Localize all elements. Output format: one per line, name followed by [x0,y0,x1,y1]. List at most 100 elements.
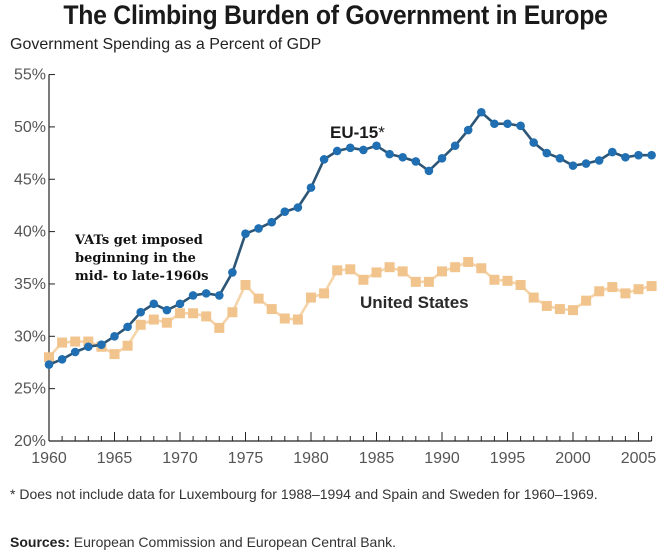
sources-text: European Commission and European Central… [69,534,396,550]
y-tick-label: 45% [14,171,46,188]
x-tick-label: 2005 [621,450,657,467]
eu-15-point [215,291,224,300]
united-states-point [489,274,500,285]
y-axis-ticks: 20% 25% 30% 35% 40% 45% 50% 55% [14,67,55,450]
united-states-point [83,336,94,347]
eu-15-point [241,229,250,238]
series-eu-15 [44,107,656,369]
x-tick-label: 2000 [555,450,591,467]
united-states-point [646,281,657,292]
united-states-point [502,275,513,286]
x-tick-label: 1975 [228,450,264,467]
eu-15-point [634,150,643,160]
eu-15-point [57,355,67,364]
y-tick-label: 25% [14,381,46,398]
united-states-point [371,267,382,278]
united-states-point [384,262,395,273]
x-tick-label: 1995 [490,450,526,467]
sources-label: Sources: [10,534,70,550]
united-states-point [620,288,631,299]
united-states-point [450,262,461,273]
x-axis-ticks: 1960 1965 1970 1975 1980 1985 1990 1995 2000 2005 [31,432,656,467]
united-states-point [306,292,316,303]
eu-15-point [477,107,486,117]
eu-15-point [332,146,342,156]
eu-15-point [162,305,172,315]
united-states-point [594,286,605,297]
united-states-point [135,319,146,330]
eu-15-point [398,152,408,162]
annotation-vat-line-2: beginning in the [75,251,196,266]
united-states-point [279,313,290,324]
united-states-point [358,274,369,285]
eu-15-point [44,360,54,369]
united-states-point [633,284,644,295]
united-states-point [188,308,199,319]
eu-15-point [437,154,447,163]
eu-15-point [647,150,656,160]
eu-15-point [319,155,329,164]
eu-15-point [555,154,565,163]
eu-15-point [424,166,434,176]
united-states-point [109,349,120,360]
united-states-point [528,292,539,303]
united-states-point [175,308,185,319]
united-states-point [476,263,487,274]
eu-15-point [542,148,552,158]
x-tick-label: 1970 [162,450,198,467]
x-tick-label: 1965 [97,450,133,467]
united-states-point [266,304,277,315]
eu-15-point [70,347,80,357]
united-states-point [332,265,343,276]
x-tick-label: 1980 [293,450,329,467]
eu-15-point [228,268,237,277]
eu-15-point [581,159,591,168]
eu-15-point [149,299,159,309]
eu-15-point [411,157,421,166]
footnote: * Does not include data for Luxembourg f… [10,486,598,502]
united-states-point [423,276,434,287]
eu-15-point [346,143,355,153]
sources: Sources: European Commission and Europea… [10,534,396,550]
annotation-vat-line-1: VATs get imposed [74,233,203,248]
eu-15-point [372,141,381,151]
eu-15-point [110,332,119,341]
y-tick-label: 50% [14,119,46,136]
eu-15-point [608,147,617,157]
eu-15-point [188,291,198,300]
united-states-point [581,295,592,306]
united-states-point [554,304,565,315]
united-states-point [397,266,408,277]
eu-15-point [463,125,473,135]
y-tick-label: 20% [14,433,46,450]
x-tick-label: 1990 [424,450,460,467]
eu-15-point [306,183,316,192]
eu-15-point [450,141,460,151]
y-tick-label: 40% [14,224,46,241]
united-states-point [70,336,81,347]
eu-15-point [594,156,604,165]
united-states-point [437,266,447,277]
united-states-point [568,305,578,316]
united-states-point [122,340,133,351]
eu-15-point [503,119,512,129]
united-states-point [541,300,552,311]
united-states-point [44,352,54,363]
annotation-vat-line-3: mid- to late-1960s [75,269,208,284]
eu-15-point [568,161,578,170]
x-tick-label: 1960 [31,450,67,467]
series-label-eu-15: EU-15* [330,123,385,142]
united-states-point [214,322,225,333]
united-states-point [345,264,356,275]
united-states-point [253,293,264,304]
eu-15-point [136,307,145,317]
line-chart: 20% 25% 30% 35% 40% 45% 50% 55% 1960 1965 1970 197… [14,67,657,467]
united-states-point [57,337,68,348]
eu-15-point [529,138,538,147]
chart-title: The Climbing Burden of Government in Eur… [63,0,608,30]
x-tick-label: 1985 [359,450,395,467]
chart-subtitle: Government Spending as a Percent of GDP [10,36,322,53]
united-states-point [463,256,474,267]
y-tick-label: 55% [14,67,46,84]
eu-15-point [97,340,106,349]
